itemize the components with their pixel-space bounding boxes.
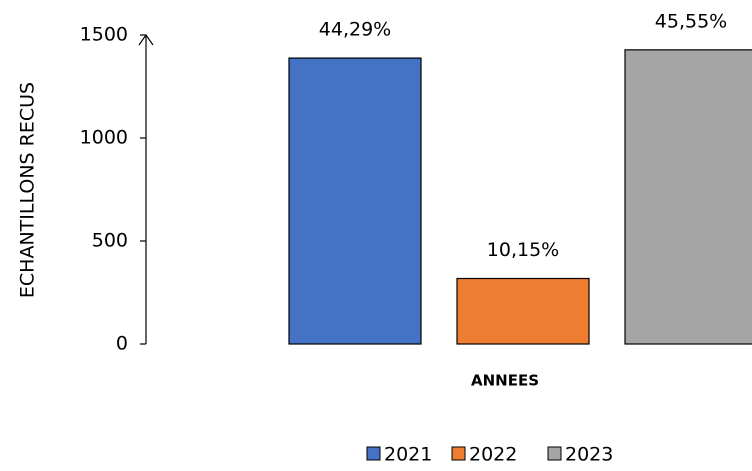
legend-swatch: [366, 446, 381, 461]
legend-label: 2023: [565, 444, 613, 466]
y-tick-label: 500: [92, 230, 128, 252]
y-tick-label: 1500: [80, 24, 128, 46]
data-label: 44,29%: [319, 19, 391, 41]
data-label: 45,55%: [655, 10, 727, 32]
legend-swatch: [451, 446, 466, 461]
y-tick-label: 1000: [80, 127, 128, 149]
bar: [456, 277, 590, 345]
x-axis-label: ANNEES: [471, 372, 539, 390]
bar: [288, 57, 422, 345]
legend-label: 2022: [469, 444, 517, 466]
legend-swatch: [547, 446, 562, 461]
y-tick-label: 0: [116, 333, 128, 355]
legend-label: 2021: [384, 444, 432, 466]
data-label: 10,15%: [487, 239, 559, 261]
y-axis-label: ECHANTILLONS RECUS: [17, 82, 39, 298]
bar: [624, 49, 752, 345]
